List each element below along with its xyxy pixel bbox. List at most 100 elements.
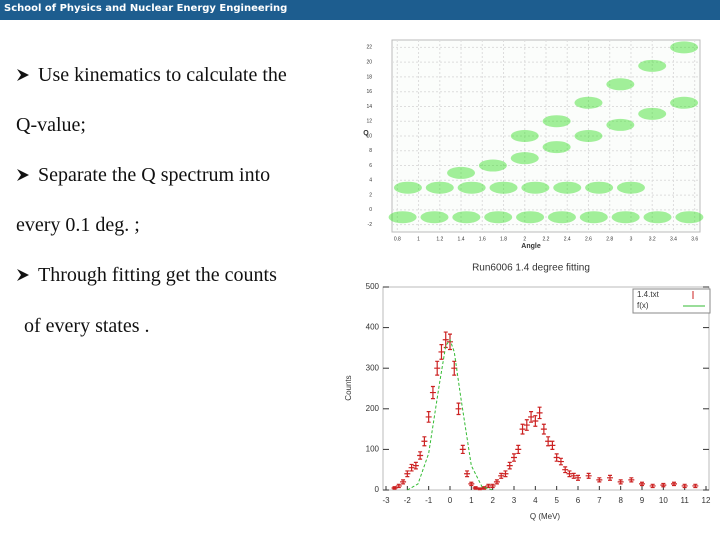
y-tick-label: 12: [366, 119, 372, 125]
error-bar: [617, 479, 624, 485]
y-tick-label: 6: [369, 163, 372, 169]
density-point: [516, 211, 545, 224]
density-point: [388, 211, 417, 224]
error-bar: [502, 470, 509, 478]
y-tick-label: 500: [366, 282, 380, 291]
density-point: [611, 211, 640, 224]
error-bar: [519, 423, 526, 435]
x-axis-label: Q (MeV): [530, 512, 561, 521]
error-bar: [421, 436, 428, 447]
y-tick-label: 100: [366, 445, 380, 454]
y-tick-label: 8: [369, 148, 372, 154]
bullet-line: Separate the Q spectrum into: [16, 164, 270, 187]
error-bar: [417, 451, 424, 460]
y-tick-label: 4: [369, 178, 372, 184]
error-bar: [528, 411, 535, 423]
error-bar: [412, 461, 419, 470]
error-bar: [451, 360, 458, 376]
header-bar: School of Physics and Nuclear Energy Eng…: [0, 0, 720, 20]
x-tick-label: 1: [469, 496, 474, 505]
error-bar: [442, 331, 449, 349]
density-point: [484, 211, 513, 224]
x-tick-label: 4: [533, 496, 538, 505]
x-tick-label: 1.8: [500, 236, 507, 242]
error-bar: [532, 415, 539, 427]
error-bar: [570, 472, 577, 479]
error-bar: [562, 466, 569, 474]
x-axis-label: Angle: [521, 243, 541, 250]
bullet-text: Q-value;: [16, 114, 86, 136]
bullet-arrow: [17, 169, 29, 181]
error-bar: [681, 483, 688, 489]
x-tick-label: 3.6: [691, 236, 698, 242]
error-bar: [628, 477, 635, 483]
y-tick-label: 2: [369, 192, 372, 198]
error-bar: [468, 481, 475, 487]
y-tick-label: 22: [366, 45, 372, 51]
density-point: [579, 211, 608, 224]
x-tick-label: 8: [618, 496, 623, 505]
error-bar: [464, 470, 471, 478]
y-tick-label: 20: [366, 59, 372, 65]
density-point: [553, 181, 582, 194]
y-tick-label: 200: [366, 404, 380, 413]
density-point: [542, 141, 571, 154]
bullet-line: Q-value;: [16, 114, 86, 137]
header-title: School of Physics and Nuclear Energy Eng…: [4, 3, 288, 14]
y-tick-label: 0: [375, 485, 380, 494]
error-bar: [515, 444, 522, 455]
error-bar: [639, 481, 645, 487]
bullet-line: every 0.1 deg. ;: [16, 214, 140, 237]
error-bar: [692, 483, 699, 489]
error-bar: [523, 419, 530, 431]
x-tick-label: 2.8: [606, 236, 613, 242]
bullet-line: Use kinematics to calculate the: [16, 64, 287, 87]
density-point: [393, 181, 422, 194]
error-bar: [660, 482, 667, 488]
x-tick-label: -3: [382, 496, 390, 505]
x-tick-label: 1.2: [436, 236, 443, 242]
y-tick-label: -2: [368, 222, 373, 228]
error-bar: [536, 406, 543, 420]
error-bar: [408, 463, 415, 472]
error-bar: [671, 481, 677, 487]
fit-line: [407, 338, 493, 491]
x-tick-label: 2: [523, 236, 526, 242]
x-tick-label: 2.4: [564, 236, 571, 242]
x-tick-label: 1.6: [479, 236, 486, 242]
bullet-text: Separate the Q spectrum into: [38, 164, 271, 186]
density-point: [457, 181, 486, 194]
error-bar: [498, 472, 505, 479]
legend-box: [632, 288, 711, 314]
density-point: [670, 41, 699, 54]
error-bar: [549, 440, 556, 450]
error-bar: [511, 453, 517, 462]
bullet-text: every 0.1 deg. ;: [16, 214, 140, 236]
error-bar: [489, 483, 496, 489]
error-bar: [585, 472, 592, 479]
x-tick-label: -2: [404, 496, 412, 505]
error-bar: [472, 486, 479, 490]
legend-label: f(x): [637, 301, 649, 310]
density-point: [574, 130, 603, 142]
error-bar: [429, 385, 436, 400]
error-bar: [506, 461, 513, 470]
density-point: [547, 211, 576, 224]
error-bar: [425, 411, 432, 423]
x-tick-label: 2: [490, 496, 495, 505]
density-point: [489, 181, 518, 194]
y-tick-label: 300: [366, 363, 380, 372]
error-bar: [649, 483, 656, 489]
y-tick-label: 16: [366, 89, 372, 95]
error-bar: [596, 477, 603, 483]
x-tick-label: 3: [630, 236, 633, 242]
x-tick-label: 2.2: [543, 236, 550, 242]
error-bar: [557, 457, 564, 466]
y-axis-label: Counts: [344, 375, 353, 400]
density-point: [478, 159, 507, 172]
x-tick-label: 9: [640, 496, 645, 505]
density-point: [638, 107, 667, 120]
y-tick-label: 0: [369, 207, 372, 213]
density-point: [420, 211, 449, 224]
